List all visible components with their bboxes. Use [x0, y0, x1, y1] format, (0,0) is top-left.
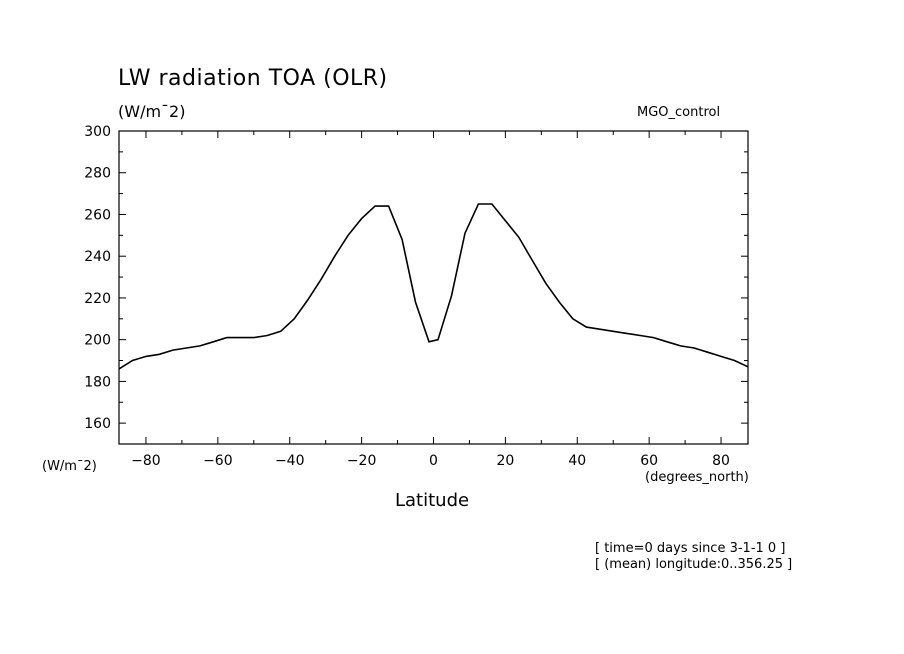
axis-ticks	[119, 130, 748, 445]
y-tick-label: 200	[84, 333, 111, 349]
x-tick-label: −20	[347, 453, 377, 469]
chart-title: LW radiation TOA (OLR)	[118, 66, 388, 91]
x-tick-label: −60	[203, 453, 233, 469]
x-tick-label: −80	[131, 453, 161, 469]
time-note: [ time=0 days since 3-1-1 0 ]	[595, 541, 786, 556]
case-name-label: MGO_control	[637, 105, 721, 120]
tick-labels: −80 −60 −40 −20 0 20 40 60 80 160 180 200 220 240 260 2…	[84, 124, 730, 469]
x-axis-title: Latitude	[395, 490, 470, 511]
x-axis-units-label: (degrees_north)	[645, 470, 749, 485]
y-tick-label: 160	[84, 416, 111, 432]
y-tick-label: 180	[84, 374, 111, 390]
x-tick-label: 20	[496, 453, 514, 469]
y-tick-label: 300	[84, 124, 111, 140]
x-tick-label: 40	[568, 453, 586, 469]
y-axis-units-label: (W/m¯2)	[42, 459, 97, 474]
x-tick-label: 80	[712, 453, 730, 469]
y-tick-label: 240	[84, 249, 111, 265]
olr-series-line	[118, 203, 749, 370]
longitude-note: [ (mean) longitude:0..356.25 ]	[595, 557, 793, 572]
plot-frame	[118, 130, 749, 445]
y-tick-label: 220	[84, 291, 111, 307]
y-tick-label: 280	[84, 166, 111, 182]
y-tick-label: 260	[84, 207, 111, 223]
x-tick-label: 0	[429, 453, 438, 469]
chart-units-label: (W/m¯2)	[118, 102, 186, 121]
x-tick-label: −40	[275, 453, 305, 469]
x-tick-label: 60	[640, 453, 658, 469]
